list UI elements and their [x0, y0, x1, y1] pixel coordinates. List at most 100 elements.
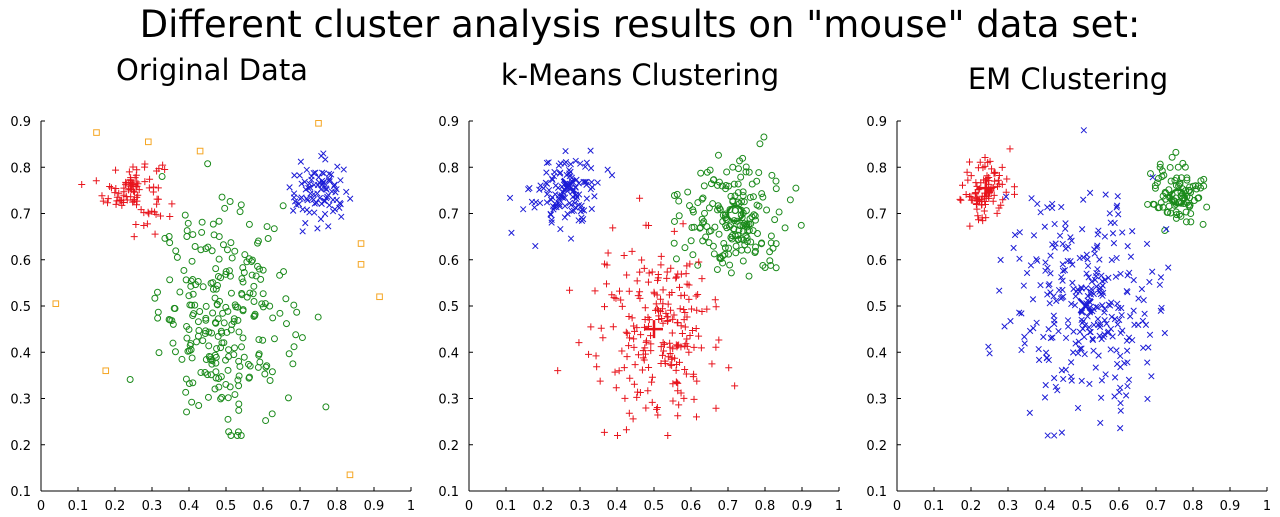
- data-point: [623, 271, 631, 279]
- data-point: [715, 230, 723, 238]
- data-point: [766, 248, 774, 256]
- data-point: [125, 186, 133, 194]
- series-cluster-1: [506, 147, 616, 250]
- data-point: [737, 173, 745, 181]
- data-point: [1144, 359, 1151, 366]
- data-point: [1050, 312, 1057, 319]
- x-tick-label: 0.7: [1146, 499, 1167, 514]
- data-point: [575, 202, 583, 209]
- data-point: [1062, 245, 1069, 252]
- data-point: [1020, 282, 1027, 289]
- data-point: [308, 176, 315, 183]
- data-point: [631, 361, 639, 369]
- data-point: [582, 178, 589, 186]
- data-point: [337, 177, 344, 184]
- data-point: [1129, 228, 1136, 235]
- data-point: [750, 211, 758, 219]
- data-point: [1062, 220, 1069, 227]
- y-tick-label: 0.1: [10, 485, 31, 500]
- data-point: [1149, 200, 1157, 208]
- data-point: [694, 261, 702, 269]
- data-point: [708, 360, 716, 368]
- data-point: [1044, 264, 1051, 271]
- y-tick-label: 0.3: [866, 393, 887, 408]
- x-tick-label: 1: [407, 499, 415, 514]
- data-point: [239, 334, 247, 342]
- data-point: [245, 360, 252, 368]
- data-point: [235, 372, 243, 380]
- data-point: [1140, 296, 1147, 304]
- panel-original-data: Original Data 0 0.1 0.2 0.3 0.4 0.5 0.6 0.7 0.8 0.…: [10, 53, 415, 514]
- data-point: [182, 276, 190, 284]
- y-tick-label: 0.6: [866, 254, 887, 269]
- data-point: [225, 428, 233, 436]
- data-point: [685, 295, 693, 303]
- data-point: [526, 184, 533, 192]
- data-point: [145, 210, 153, 218]
- data-point: [1122, 392, 1130, 399]
- data-point: [615, 367, 623, 375]
- data-point: [280, 268, 288, 276]
- data-point: [1139, 317, 1147, 325]
- data-point: [601, 303, 609, 311]
- data-point: [678, 329, 686, 337]
- x-tick-label: 0.8: [327, 499, 348, 514]
- data-point: [293, 308, 301, 316]
- data-point: [698, 215, 706, 223]
- data-point: [191, 243, 199, 250]
- data-point: [719, 259, 727, 267]
- data-point: [681, 342, 689, 350]
- y-tick-label: 0.8: [438, 161, 459, 176]
- data-point: [1098, 335, 1105, 343]
- data-point: [93, 129, 100, 136]
- data-point: [318, 152, 325, 160]
- data-point: [207, 371, 215, 379]
- data-point: [694, 199, 702, 207]
- data-point: [1086, 380, 1093, 388]
- data-point: [150, 183, 158, 191]
- data-point: [672, 274, 680, 282]
- data-point: [1055, 328, 1062, 335]
- data-point: [1037, 209, 1044, 216]
- data-point: [122, 181, 130, 189]
- data-point: [1182, 208, 1190, 216]
- data-point: [591, 193, 598, 200]
- data-point: [166, 212, 174, 220]
- data-point: [1052, 383, 1059, 391]
- data-point: [155, 349, 163, 357]
- data-point: [250, 282, 258, 290]
- data-point: [197, 246, 205, 254]
- data-point: [687, 237, 695, 245]
- data-point: [630, 380, 638, 388]
- centroid-marker: [1169, 188, 1188, 207]
- data-point: [1106, 210, 1113, 217]
- data-point: [698, 195, 706, 203]
- data-point: [1172, 148, 1180, 156]
- data-point: [1058, 203, 1065, 211]
- x-tick-label: 0.2: [961, 499, 982, 514]
- data-point: [192, 281, 200, 289]
- data-point: [1127, 253, 1135, 260]
- x-tick-label: 0.1: [68, 499, 89, 514]
- data-point: [230, 315, 238, 323]
- data-point: [752, 247, 759, 255]
- data-point: [643, 337, 651, 345]
- data-point: [1069, 349, 1077, 356]
- data-point: [230, 318, 238, 326]
- data-point: [318, 169, 326, 176]
- x-tick-label: 0.3: [570, 499, 591, 514]
- data-point: [714, 206, 721, 214]
- data-point: [625, 313, 633, 321]
- data-point: [549, 176, 556, 184]
- data-point: [1006, 145, 1014, 153]
- x-tick-label: 1: [1263, 499, 1271, 514]
- data-point: [702, 233, 710, 241]
- data-point: [707, 227, 715, 235]
- data-point: [1097, 419, 1104, 426]
- data-point: [980, 207, 988, 215]
- data-point: [664, 432, 672, 439]
- data-point: [1044, 432, 1051, 439]
- data-point: [1041, 394, 1049, 401]
- data-point: [689, 208, 697, 216]
